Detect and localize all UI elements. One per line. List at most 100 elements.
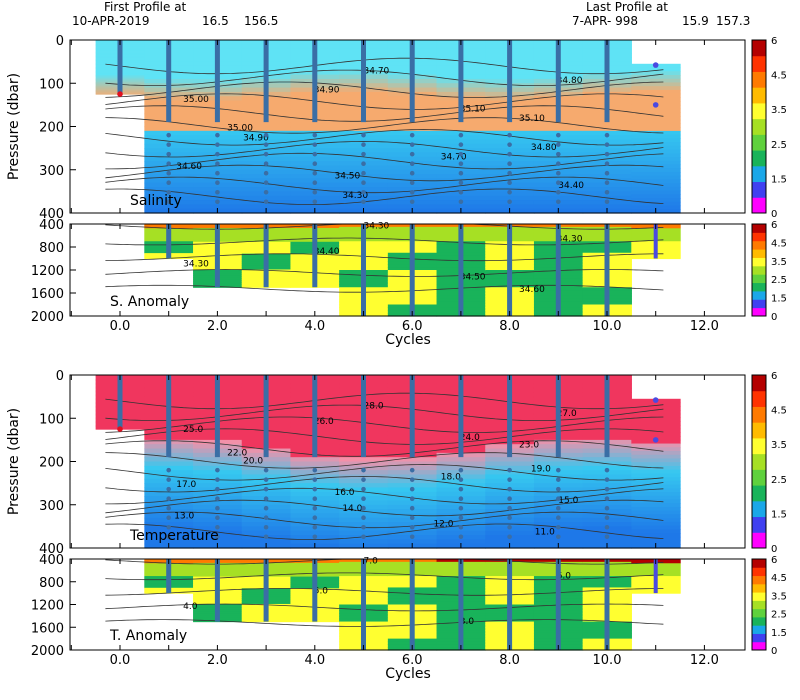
section-cell bbox=[631, 510, 681, 516]
profile-point bbox=[507, 170, 512, 176]
section-cell bbox=[436, 122, 486, 128]
profile-point bbox=[507, 189, 512, 195]
section-cell bbox=[631, 134, 681, 139]
section-cell bbox=[631, 428, 681, 433]
profile-point bbox=[312, 486, 318, 492]
section-cell bbox=[387, 195, 438, 201]
section-cell bbox=[631, 525, 681, 530]
section-cell bbox=[631, 469, 681, 474]
section-cell bbox=[290, 491, 340, 497]
colorbar-tick-label: 1.5 bbox=[771, 628, 787, 639]
profile-point bbox=[507, 199, 512, 205]
section-cell bbox=[241, 457, 292, 463]
colorbar-swatch bbox=[752, 118, 766, 135]
section-cell bbox=[290, 470, 340, 476]
profile-point bbox=[409, 467, 415, 473]
profile-point bbox=[361, 515, 366, 521]
profile-point bbox=[409, 486, 415, 492]
colorbar-swatch bbox=[752, 422, 766, 439]
profile-point bbox=[556, 515, 561, 521]
profile-point bbox=[361, 161, 366, 166]
section-cell bbox=[241, 483, 292, 489]
contour-label: 23.0 bbox=[519, 441, 539, 451]
section-cell bbox=[339, 182, 389, 188]
profile-point bbox=[166, 505, 171, 511]
header-last-lon: 157.3 bbox=[716, 14, 751, 28]
section-cell bbox=[339, 139, 389, 145]
x-tick-label: 0.0 bbox=[110, 653, 131, 668]
section-cell bbox=[436, 509, 486, 514]
profile-point bbox=[263, 486, 269, 492]
section-cell bbox=[290, 530, 340, 536]
section-cell bbox=[582, 457, 632, 463]
section-cell bbox=[631, 451, 681, 456]
y-tick-label: 100 bbox=[39, 412, 64, 427]
section-cell bbox=[290, 457, 340, 463]
section-cell bbox=[631, 201, 681, 207]
panel-t-anomaly: 7.0 6.0 5.0 4.0 3.0 400 800 1200 1600 2000 T. Anom… bbox=[31, 553, 787, 682]
profile-point bbox=[263, 467, 269, 473]
contour-label: 4.0 bbox=[183, 602, 198, 612]
profile-point bbox=[215, 534, 220, 540]
section-cell bbox=[339, 156, 389, 162]
colorbar-tick-label: 0 bbox=[771, 312, 777, 323]
colorbar-swatch bbox=[752, 274, 766, 284]
contour-label: 13.0 bbox=[174, 512, 194, 522]
header-last-lat: 15.9 bbox=[682, 14, 709, 28]
contour-label: 22.0 bbox=[227, 449, 247, 459]
colorbar-swatch bbox=[752, 265, 766, 275]
profile-point bbox=[215, 524, 220, 530]
x-tick-label: 12.0 bbox=[690, 319, 719, 334]
section-cell bbox=[193, 457, 243, 463]
section-cell bbox=[144, 148, 194, 154]
section-cell bbox=[485, 517, 535, 523]
section-cell bbox=[339, 539, 389, 545]
profile-point bbox=[215, 477, 220, 482]
profile-point bbox=[361, 486, 366, 492]
profile-point bbox=[507, 505, 512, 511]
section-cell bbox=[241, 470, 292, 476]
colorbar-frame bbox=[751, 374, 767, 549]
contour-line bbox=[105, 499, 664, 517]
section-cell bbox=[582, 165, 632, 171]
profile-point bbox=[215, 161, 220, 166]
profile-point bbox=[263, 524, 269, 530]
contour-label: 17.0 bbox=[176, 480, 196, 490]
section-cell bbox=[533, 148, 584, 154]
section-cell bbox=[290, 195, 340, 201]
section-cell bbox=[485, 156, 535, 162]
section-cell bbox=[290, 474, 340, 480]
section-cell bbox=[387, 517, 438, 523]
section-cell bbox=[533, 517, 584, 523]
colorbar-frame bbox=[751, 558, 767, 651]
profile-point bbox=[312, 477, 318, 482]
contour-label: 34.90 bbox=[314, 85, 340, 95]
section-cell bbox=[241, 461, 292, 467]
section-cell bbox=[339, 195, 389, 201]
colorbar-swatch bbox=[752, 532, 766, 549]
section-cell bbox=[387, 474, 438, 480]
contour-line bbox=[105, 588, 664, 596]
profile-point bbox=[604, 524, 610, 530]
section-cell bbox=[339, 470, 389, 476]
profile-point bbox=[312, 496, 318, 501]
section-cell bbox=[631, 179, 681, 184]
colorbar-swatch bbox=[752, 290, 766, 300]
colorbar-swatch bbox=[752, 592, 766, 601]
section-cell bbox=[387, 187, 438, 192]
section-cell bbox=[387, 522, 438, 527]
section-cell bbox=[436, 182, 486, 188]
section-cell bbox=[241, 539, 292, 545]
contour-line bbox=[105, 416, 664, 433]
section-cell bbox=[339, 483, 389, 489]
section-cell bbox=[144, 530, 194, 536]
profile-point bbox=[263, 496, 269, 501]
section-cell bbox=[339, 517, 389, 523]
panel-label: Temperature bbox=[129, 528, 219, 544]
y-tick-label: 100 bbox=[39, 77, 64, 92]
colorbar-tick-label: 3.5 bbox=[771, 257, 787, 268]
profile-point bbox=[166, 170, 171, 176]
section-cell bbox=[631, 168, 681, 173]
profile-point bbox=[458, 524, 464, 530]
colorbar-swatch bbox=[752, 406, 766, 423]
